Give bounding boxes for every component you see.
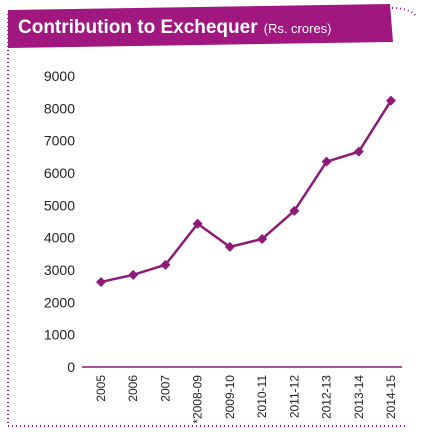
- y-tick-label: 5000: [44, 197, 75, 213]
- data-point: [128, 269, 139, 280]
- card-border-corner: [391, 7, 417, 17]
- data-point: [96, 276, 106, 287]
- x-tick-label: 2012-13: [320, 375, 334, 419]
- chart-title: Contribution to Exchequer: [18, 17, 258, 38]
- data-point: [257, 233, 268, 244]
- y-tick-label: 3000: [44, 262, 75, 278]
- title-banner: [8, 4, 393, 48]
- card-border: [7, 14, 405, 427]
- data-point: [353, 146, 364, 157]
- x-tick-label: 2010-11: [255, 375, 269, 418]
- y-tick-label: 7000: [44, 133, 75, 149]
- x-tick-label: *2008-09: [191, 375, 205, 424]
- y-tick-label: 1000: [44, 327, 75, 343]
- y-tick-label: 6000: [44, 165, 75, 181]
- data-line: [100, 99, 393, 284]
- x-tick-label: 2013-14: [352, 375, 366, 419]
- chart-subtitle: (Rs. crores): [264, 21, 332, 36]
- data-point: [289, 205, 300, 216]
- x-tick-label: 2007: [158, 375, 172, 402]
- data-point: [321, 156, 332, 167]
- y-tick-label: 9000: [44, 68, 75, 84]
- data-point: [160, 259, 171, 270]
- x-tick-label: 2005: [94, 375, 108, 402]
- y-tick-label: 8000: [44, 100, 75, 116]
- x-tick-label: 2011-12: [287, 375, 301, 418]
- x-tick-label: 2006: [126, 375, 140, 402]
- y-tick-label: 4000: [44, 230, 75, 246]
- data-point: [224, 241, 235, 252]
- x-tick-label: 2014-15: [384, 375, 398, 419]
- data-point: [192, 218, 203, 229]
- y-tick-label: 2000: [44, 294, 75, 310]
- y-tick-label: 0: [67, 359, 75, 375]
- data-point: [386, 95, 396, 106]
- x-tick-label: 2009-10: [223, 375, 237, 419]
